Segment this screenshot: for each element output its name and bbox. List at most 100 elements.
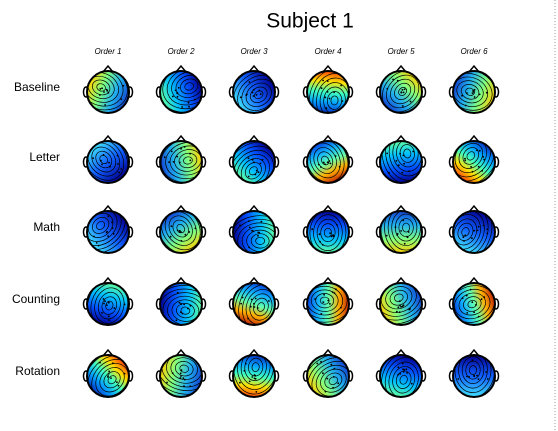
electrode xyxy=(466,375,468,378)
electrode xyxy=(322,301,325,303)
nose xyxy=(322,276,334,285)
head-map xyxy=(302,276,354,326)
contour-line xyxy=(105,300,114,311)
head-outline xyxy=(86,210,130,254)
electrode xyxy=(101,163,103,166)
electrode xyxy=(176,95,179,98)
contour-line xyxy=(461,227,470,237)
electrode xyxy=(239,381,241,384)
electrode xyxy=(477,165,480,168)
electrode xyxy=(335,223,338,226)
head-map xyxy=(82,276,134,326)
contour-line xyxy=(87,211,129,253)
electrode xyxy=(248,246,251,249)
electrode xyxy=(188,105,190,108)
electrode xyxy=(99,361,101,364)
electrode xyxy=(464,159,467,162)
electrode xyxy=(187,307,189,310)
electrode xyxy=(320,87,323,90)
contour-line xyxy=(391,211,421,246)
electrode xyxy=(325,107,328,110)
electrode xyxy=(252,95,255,97)
contour-line xyxy=(180,78,199,95)
electrode xyxy=(184,233,187,236)
nose xyxy=(102,276,114,285)
head-map xyxy=(155,204,207,254)
head-outline xyxy=(379,140,423,184)
electrode xyxy=(123,303,126,306)
electrode xyxy=(399,373,402,375)
electrode xyxy=(400,230,402,232)
head-outline xyxy=(86,70,130,114)
electrode xyxy=(486,232,489,235)
electrode xyxy=(473,96,476,98)
nose xyxy=(322,204,334,213)
electrode xyxy=(107,91,110,94)
contour-line xyxy=(395,370,412,389)
head-outline xyxy=(159,282,203,326)
head-outline xyxy=(379,210,423,254)
electrode xyxy=(103,91,105,93)
contour-line xyxy=(103,371,121,389)
contour-line xyxy=(107,375,117,385)
electrode xyxy=(112,362,114,365)
electrode xyxy=(122,84,125,87)
nose xyxy=(322,348,334,357)
nose xyxy=(102,348,114,357)
electrode xyxy=(254,173,257,176)
scalp xyxy=(380,141,422,183)
electrode xyxy=(461,297,464,300)
contour-line xyxy=(307,283,349,323)
contour-line xyxy=(101,296,118,315)
electrode xyxy=(401,105,404,107)
electrode xyxy=(108,370,110,373)
nose xyxy=(102,204,114,213)
contour-line xyxy=(315,293,335,309)
contour-line xyxy=(165,141,202,180)
scalp xyxy=(453,141,495,183)
figure-title: Subject 1 xyxy=(266,10,354,33)
head-outline xyxy=(306,210,350,254)
contour-line xyxy=(162,292,202,325)
electrode xyxy=(401,89,404,91)
electrode xyxy=(466,92,468,94)
head-map xyxy=(448,64,500,114)
contour-line xyxy=(160,355,202,395)
head-outline xyxy=(86,354,130,398)
electrode xyxy=(175,319,178,322)
electrode xyxy=(110,377,112,379)
contour-line xyxy=(458,142,484,169)
electrode xyxy=(461,94,463,97)
contour-line xyxy=(386,74,420,109)
contour-line xyxy=(398,87,408,96)
electrode xyxy=(332,376,335,378)
electrode xyxy=(180,240,183,242)
electrode xyxy=(180,303,183,305)
electrode xyxy=(333,367,336,370)
electrode xyxy=(179,377,182,379)
electrode xyxy=(406,372,408,374)
head-outline xyxy=(306,140,350,184)
electrode xyxy=(468,376,470,378)
head-outline xyxy=(452,354,496,398)
contour-line xyxy=(384,211,422,253)
electrode xyxy=(108,319,110,321)
electrode xyxy=(472,90,474,92)
electrode xyxy=(471,359,474,362)
electrode xyxy=(399,304,401,307)
contour-line xyxy=(237,222,275,253)
contour-line xyxy=(170,357,198,380)
electrode xyxy=(478,149,481,152)
nose xyxy=(468,204,480,213)
electrode xyxy=(324,390,327,393)
electrode xyxy=(193,98,196,101)
contour-line xyxy=(458,355,488,389)
contour-line xyxy=(233,215,275,253)
electrode xyxy=(403,88,406,91)
electrode xyxy=(396,234,398,236)
contour-line xyxy=(91,79,111,96)
nose xyxy=(175,64,187,73)
electrode xyxy=(189,159,192,162)
electrode xyxy=(401,171,404,174)
electrode xyxy=(386,152,388,155)
